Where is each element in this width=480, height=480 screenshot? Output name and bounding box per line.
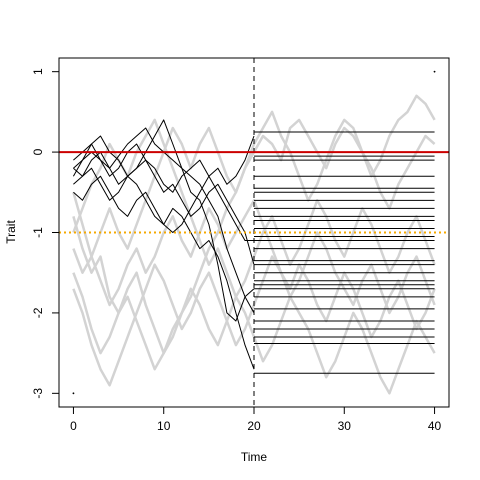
y-axis-label: Trait — [4, 220, 18, 244]
trait-path — [73, 119, 255, 322]
y-tick-label: 0 — [31, 148, 45, 155]
trait-path — [73, 143, 254, 241]
x-tick-label: 20 — [247, 419, 261, 433]
trait-path — [73, 167, 255, 370]
point — [433, 70, 436, 73]
x-tick-label: 10 — [157, 419, 171, 433]
y-tick-label: -1 — [31, 227, 45, 238]
x-tick-label: 0 — [70, 419, 77, 433]
y-tick-label: 1 — [31, 68, 45, 75]
y-tick-label: -2 — [31, 307, 45, 318]
y-tick-label: -3 — [31, 388, 45, 399]
x-tick-label: 40 — [428, 419, 442, 433]
x-tick-label: 30 — [338, 419, 352, 433]
x-axis-label: Time — [241, 450, 268, 464]
trait-path — [72, 127, 255, 314]
trait-path — [73, 135, 255, 265]
point — [72, 392, 75, 395]
